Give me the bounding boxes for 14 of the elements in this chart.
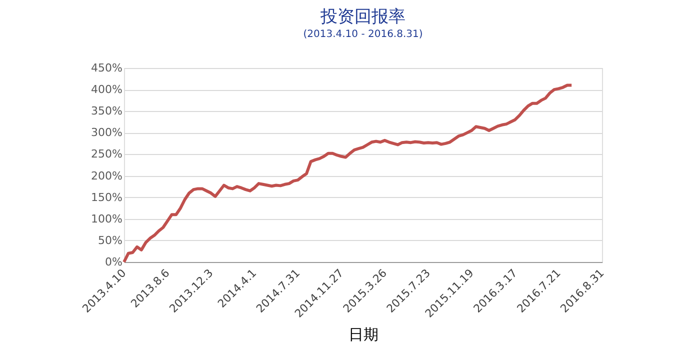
chart-title: 投资回报率 xyxy=(320,7,406,27)
line-series xyxy=(122,84,574,264)
y-tick-label: 250% xyxy=(91,148,122,161)
y-tick-label: 300% xyxy=(91,126,122,140)
y-tick-label: 150% xyxy=(91,190,122,204)
y-tick-label: 350% xyxy=(91,104,122,118)
y-tick-label: 200% xyxy=(91,169,122,182)
y-tick-label: 400% xyxy=(91,83,122,96)
y-tick-label: 50% xyxy=(98,234,122,247)
x-axis-title: 日期 xyxy=(348,326,378,344)
y-tick-label: 450% xyxy=(91,62,122,74)
y-tick-label: 100% xyxy=(91,212,122,226)
chart-subtitle: (2013.4.10 - 2016.8.31) xyxy=(303,29,423,40)
y-tick-label: 0% xyxy=(105,256,122,268)
